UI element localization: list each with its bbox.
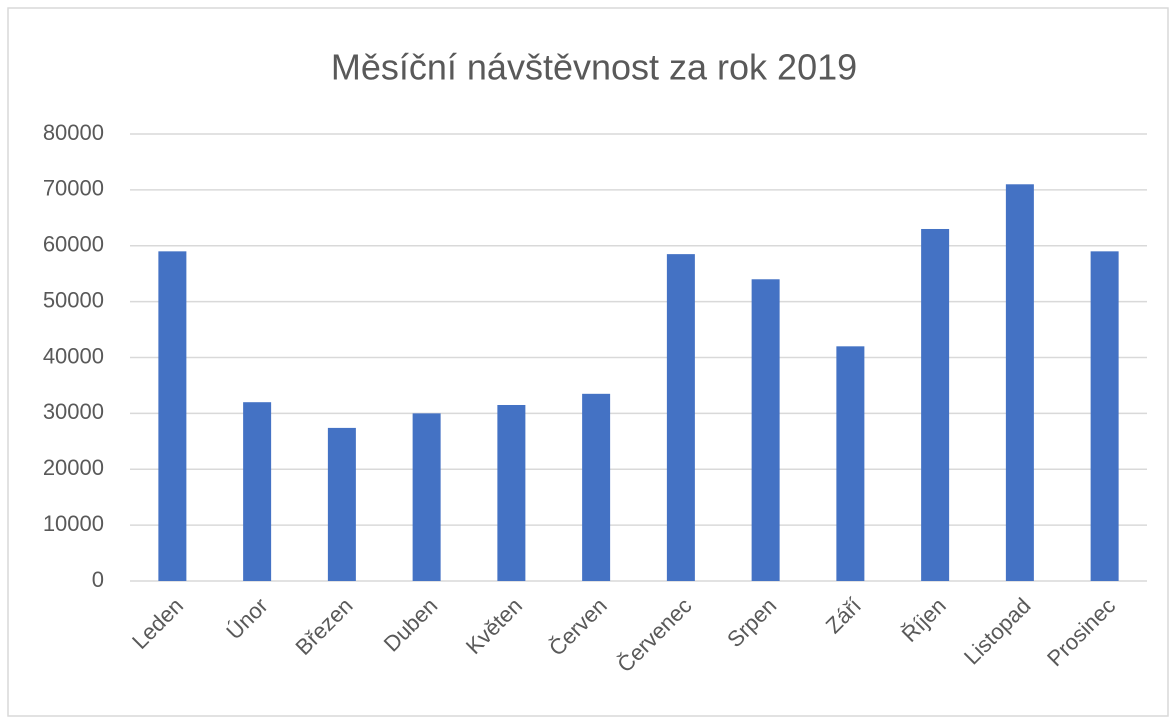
y-tick-label: 60000 — [43, 232, 104, 257]
y-tick-label: 50000 — [43, 287, 104, 312]
chart-frame — [7, 7, 1169, 717]
y-tick-label: 0 — [92, 567, 104, 592]
y-tick-label: 70000 — [43, 176, 104, 201]
y-tick-label: 40000 — [43, 343, 104, 368]
y-tick-label: 10000 — [43, 511, 104, 536]
bar — [582, 393, 611, 581]
bar — [1090, 251, 1119, 581]
bar — [836, 346, 865, 581]
bar — [158, 251, 187, 581]
y-tick-label: 20000 — [43, 455, 104, 480]
bar — [243, 402, 272, 581]
bar — [751, 279, 780, 581]
bar — [666, 254, 695, 581]
bar — [412, 413, 441, 581]
bar — [921, 228, 950, 582]
y-tick-label: 30000 — [43, 399, 104, 424]
y-tick-label: 80000 — [43, 120, 104, 145]
chart-title: Měsíční návštěvnost za rok 2019 — [331, 47, 857, 88]
bar — [497, 404, 526, 581]
bar — [327, 427, 356, 581]
bar — [1005, 184, 1034, 581]
